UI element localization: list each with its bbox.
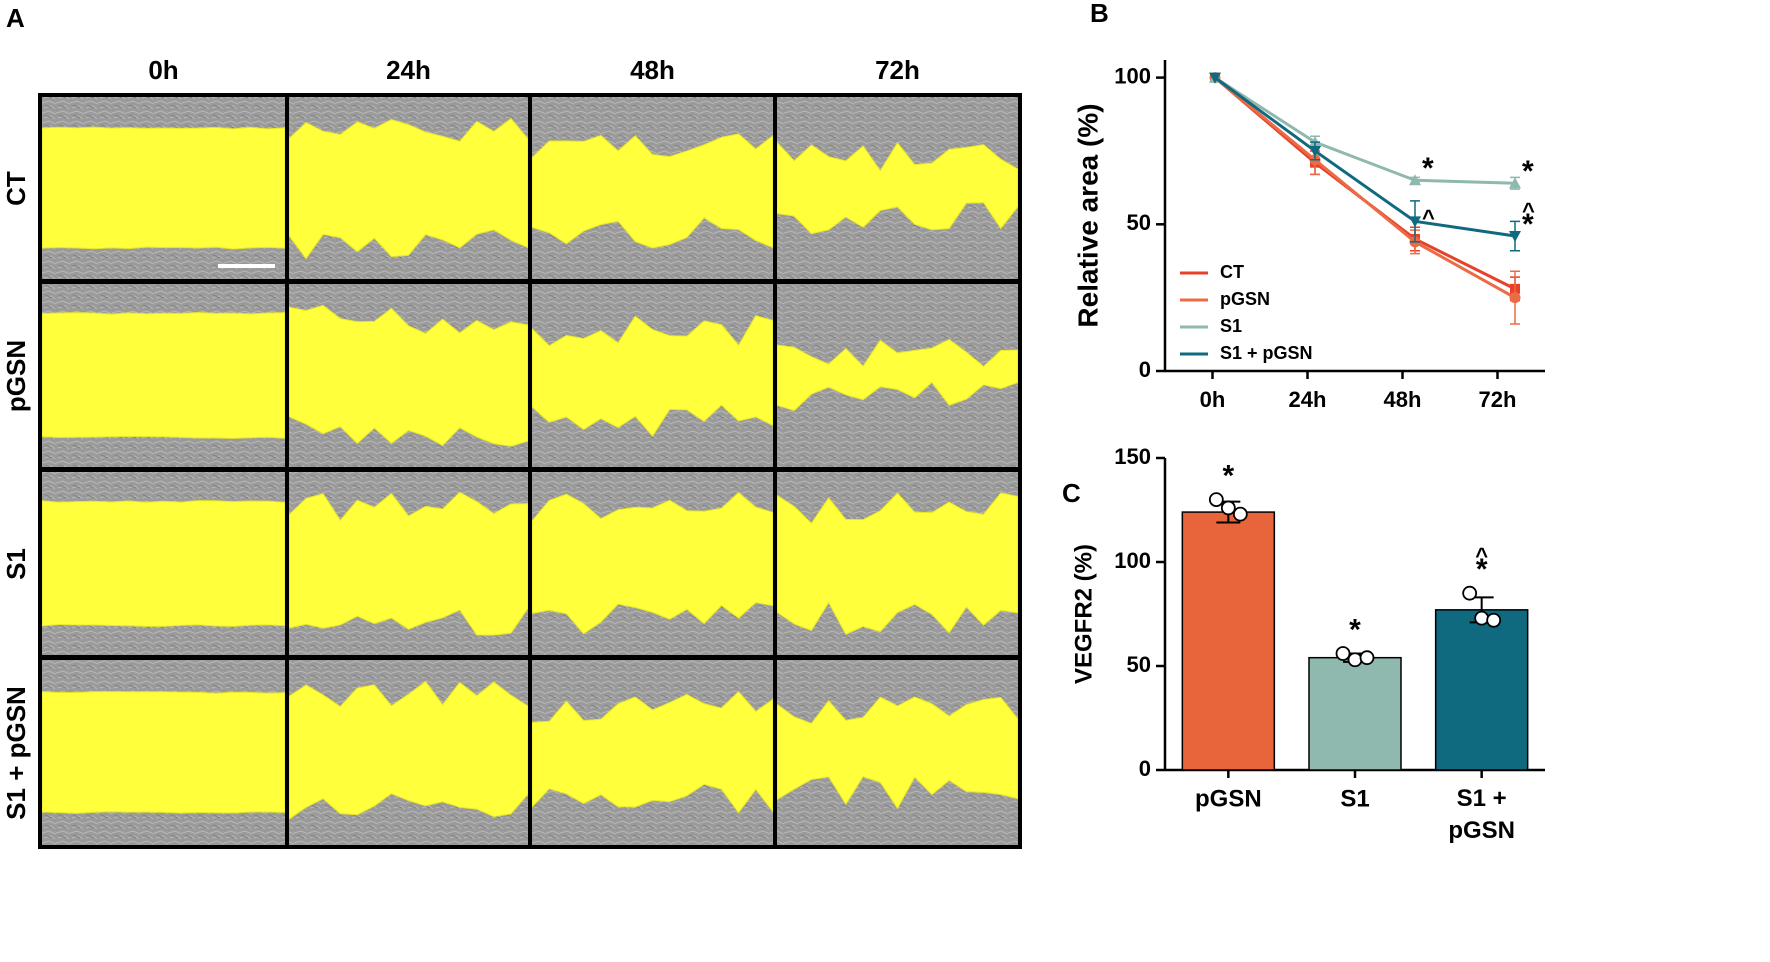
data-point	[1208, 492, 1224, 508]
x-tick-label: 48h	[1384, 387, 1422, 412]
row-label: S1	[1, 548, 31, 580]
column-label: 0h	[148, 55, 178, 85]
y-axis-label: VEGFR2 (%)	[1070, 544, 1097, 684]
x-tick-label: S1	[1340, 785, 1369, 812]
data-point	[1486, 612, 1502, 628]
column-label: 72h	[875, 55, 920, 85]
series-line	[1214, 76, 1516, 185]
row-label: S1 + pGSN	[1, 686, 31, 820]
panel-b: B Relative area (%) 0 50 100 0h 24h 48h 72h CT pGS…	[1072, 0, 1545, 412]
wound-area	[41, 312, 286, 439]
wound-area	[531, 491, 774, 635]
wound-area	[288, 680, 529, 821]
y-tick-label: 150	[1114, 444, 1151, 469]
legend-label: pGSN	[1220, 289, 1270, 309]
panel-a: 0h 24h 48h 72h CT pGSN S1 S1 + pGSN	[1, 55, 1022, 849]
y-tick-label: 100	[1114, 548, 1151, 573]
annotation: *	[1349, 613, 1361, 646]
marker	[1509, 231, 1521, 243]
panel-label: C	[1062, 478, 1081, 508]
bar	[1181, 511, 1276, 771]
series-line	[1214, 76, 1516, 238]
marker	[1409, 174, 1421, 186]
x-tick-label: 0h	[1200, 387, 1226, 412]
marker	[1209, 72, 1221, 84]
panel-label: B	[1090, 0, 1109, 28]
x-tick-label: 72h	[1479, 387, 1517, 412]
y-tick-label: 50	[1127, 210, 1151, 235]
wound-area	[41, 500, 286, 627]
data-point	[1335, 646, 1351, 661]
annotation: ^	[1422, 205, 1435, 230]
wound-area	[41, 691, 286, 814]
wound-area	[41, 126, 286, 250]
data-point	[1359, 650, 1375, 666]
data-point	[1220, 500, 1236, 516]
wound-area	[531, 690, 774, 814]
annotation: *	[1476, 553, 1488, 586]
legend-label: S1 + pGSN	[1220, 343, 1313, 363]
annotation: *	[1222, 460, 1234, 493]
marker	[1409, 216, 1421, 228]
y-tick-label: 100	[1114, 63, 1151, 88]
y-tick-label: 0	[1139, 357, 1151, 382]
row-label: pGSN	[1, 340, 31, 412]
bar	[1434, 609, 1529, 771]
annotation: *	[1522, 208, 1534, 241]
column-label: 48h	[630, 55, 675, 85]
marker	[1309, 145, 1321, 157]
data-point	[1347, 652, 1363, 668]
image-frame	[773, 656, 1022, 849]
y-tick-label: 50	[1127, 652, 1151, 677]
data-point	[1232, 506, 1248, 522]
marker	[1509, 177, 1521, 189]
x-tick-label: 24h	[1289, 387, 1327, 412]
data-point	[1474, 610, 1490, 626]
annotation: ^	[1522, 198, 1535, 223]
panel-label: A	[6, 3, 25, 33]
legend-label: CT	[1220, 262, 1244, 282]
annotation: *	[1522, 155, 1534, 188]
x-tick-label: S1 + pGSN	[1448, 785, 1515, 844]
annotation: *	[1422, 152, 1434, 185]
legend-label: S1	[1220, 316, 1242, 336]
data-point	[1462, 585, 1478, 601]
x-tick-label: pGSN	[1195, 785, 1262, 812]
y-tick-label: 0	[1139, 756, 1151, 781]
bar	[1308, 656, 1402, 771]
annotation: ^	[1475, 543, 1488, 568]
marker	[1509, 292, 1521, 304]
column-label: 24h	[386, 55, 431, 85]
row-label: CT	[1, 171, 31, 206]
series-line	[1214, 76, 1516, 299]
y-axis-label: Relative area (%)	[1072, 103, 1103, 327]
